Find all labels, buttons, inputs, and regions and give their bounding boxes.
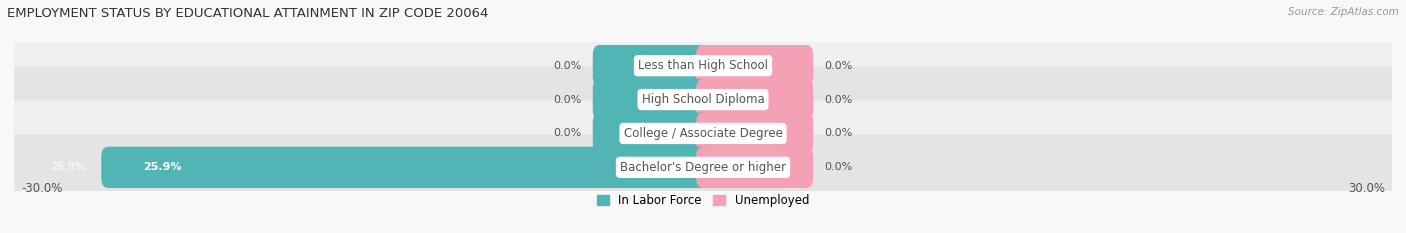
Text: 0.0%: 0.0% — [825, 162, 853, 172]
Text: 0.0%: 0.0% — [825, 128, 853, 138]
Text: -30.0%: -30.0% — [21, 182, 62, 195]
FancyBboxPatch shape — [696, 147, 813, 188]
Text: 25.9%: 25.9% — [142, 162, 181, 172]
FancyBboxPatch shape — [3, 134, 1403, 200]
FancyBboxPatch shape — [593, 79, 710, 120]
FancyBboxPatch shape — [696, 45, 813, 86]
FancyBboxPatch shape — [3, 33, 1403, 99]
Text: Less than High School: Less than High School — [638, 59, 768, 72]
Text: 25.9%: 25.9% — [49, 162, 86, 172]
Text: 0.0%: 0.0% — [825, 95, 853, 105]
Text: 0.0%: 0.0% — [553, 128, 581, 138]
Text: EMPLOYMENT STATUS BY EDUCATIONAL ATTAINMENT IN ZIP CODE 20064: EMPLOYMENT STATUS BY EDUCATIONAL ATTAINM… — [7, 7, 488, 20]
Text: 0.0%: 0.0% — [553, 95, 581, 105]
Text: Bachelor's Degree or higher: Bachelor's Degree or higher — [620, 161, 786, 174]
FancyBboxPatch shape — [593, 45, 710, 86]
FancyBboxPatch shape — [696, 79, 813, 120]
Text: Source: ZipAtlas.com: Source: ZipAtlas.com — [1288, 7, 1399, 17]
FancyBboxPatch shape — [3, 67, 1403, 132]
FancyBboxPatch shape — [593, 113, 710, 154]
Text: College / Associate Degree: College / Associate Degree — [624, 127, 782, 140]
Text: High School Diploma: High School Diploma — [641, 93, 765, 106]
Legend: In Labor Force, Unemployed: In Labor Force, Unemployed — [592, 190, 814, 212]
FancyBboxPatch shape — [696, 113, 813, 154]
Text: 30.0%: 30.0% — [1348, 182, 1385, 195]
Text: 0.0%: 0.0% — [825, 61, 853, 71]
Text: 0.0%: 0.0% — [553, 61, 581, 71]
FancyBboxPatch shape — [101, 147, 710, 188]
FancyBboxPatch shape — [3, 101, 1403, 166]
